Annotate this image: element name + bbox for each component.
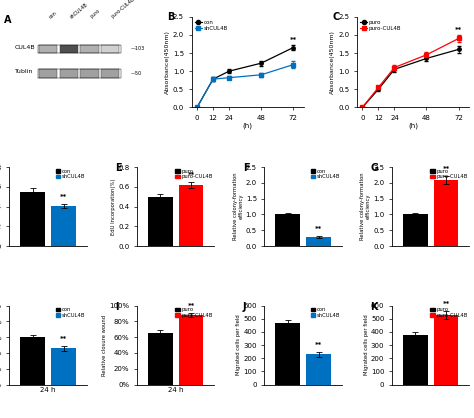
FancyBboxPatch shape [60, 69, 78, 77]
Bar [148, 197, 173, 246]
Text: **: ** [187, 172, 195, 178]
Bar [434, 315, 458, 385]
Y-axis label: Absorbance(450nm): Absorbance(450nm) [165, 30, 170, 94]
Legend: con, shCUL4B: con, shCUL4B [194, 20, 228, 31]
FancyBboxPatch shape [101, 45, 119, 53]
Text: K: K [370, 302, 378, 312]
Text: C: C [332, 12, 339, 22]
Y-axis label: Migrated cells per field: Migrated cells per field [236, 315, 241, 375]
Y-axis label: Relative closure wound: Relative closure wound [102, 315, 107, 376]
FancyBboxPatch shape [81, 45, 99, 53]
Text: **: ** [187, 303, 195, 309]
Legend: puro, puro-CUL4B: puro, puro-CUL4B [430, 168, 468, 180]
Text: **: ** [315, 342, 322, 348]
Bar [306, 354, 331, 385]
Text: **: ** [442, 301, 450, 307]
Text: E: E [115, 163, 122, 173]
Bar [20, 337, 45, 385]
Text: Tublin: Tublin [15, 69, 33, 74]
Bar [179, 185, 203, 246]
Bar [275, 323, 300, 385]
Text: con: con [48, 10, 58, 20]
Bar [51, 348, 76, 385]
Y-axis label: Absorbance(450nm): Absorbance(450nm) [330, 30, 335, 94]
Text: F: F [243, 163, 249, 173]
X-axis label: (h): (h) [243, 122, 253, 129]
Y-axis label: Relative colony-formation
efficiency: Relative colony-formation efficiency [360, 173, 371, 240]
Bar [20, 192, 45, 246]
Text: B: B [167, 12, 174, 22]
Legend: puro, puro-CUL4B: puro, puro-CUL4B [360, 20, 401, 31]
Text: —103: —103 [131, 46, 145, 51]
Text: A: A [4, 15, 12, 25]
Text: **: ** [60, 336, 67, 342]
FancyBboxPatch shape [81, 69, 99, 77]
Legend: con, shCUL4B: con, shCUL4B [55, 307, 86, 319]
Legend: puro, puro-CUL4B: puro, puro-CUL4B [430, 307, 468, 319]
Text: puro-CUL4B: puro-CUL4B [110, 0, 136, 20]
Legend: puro, puro-CUL4B: puro, puro-CUL4B [175, 307, 213, 319]
Legend: con, shCUL4B: con, shCUL4B [310, 307, 341, 319]
Legend: con, shCUL4B: con, shCUL4B [55, 168, 86, 180]
Bar [403, 214, 428, 246]
Text: **: ** [315, 226, 322, 232]
Bar [403, 334, 428, 385]
Text: **: ** [290, 37, 297, 43]
Text: CUL4B: CUL4B [15, 45, 35, 50]
Y-axis label: Relative colony-formation
efficiency: Relative colony-formation efficiency [233, 173, 244, 240]
Y-axis label: Migrated cells per field: Migrated cells per field [364, 315, 369, 375]
X-axis label: 24 h: 24 h [168, 387, 183, 393]
Text: —50: —50 [131, 71, 142, 76]
FancyBboxPatch shape [39, 69, 57, 77]
Legend: puro, puro-CUL4B: puro, puro-CUL4B [175, 168, 213, 180]
FancyBboxPatch shape [39, 45, 57, 53]
Text: **: ** [442, 166, 450, 172]
Y-axis label: EdU Incorporation(%): EdU Incorporation(%) [111, 178, 116, 235]
Bar [434, 180, 458, 246]
X-axis label: 24 h: 24 h [40, 387, 56, 393]
Text: G: G [370, 163, 378, 173]
Text: shCUL4B: shCUL4B [69, 2, 89, 20]
Text: **: ** [455, 27, 462, 33]
Bar [148, 333, 173, 385]
Legend: con, shCUL4B: con, shCUL4B [310, 168, 341, 180]
Bar [51, 206, 76, 246]
FancyBboxPatch shape [101, 69, 119, 77]
Text: puro: puro [90, 8, 101, 20]
Text: I: I [115, 302, 119, 312]
Bar [179, 315, 203, 385]
X-axis label: (h): (h) [408, 122, 418, 129]
Bar [306, 237, 331, 246]
Text: **: ** [60, 194, 67, 200]
Text: J: J [243, 302, 246, 312]
FancyBboxPatch shape [60, 45, 78, 53]
Bar [275, 214, 300, 246]
